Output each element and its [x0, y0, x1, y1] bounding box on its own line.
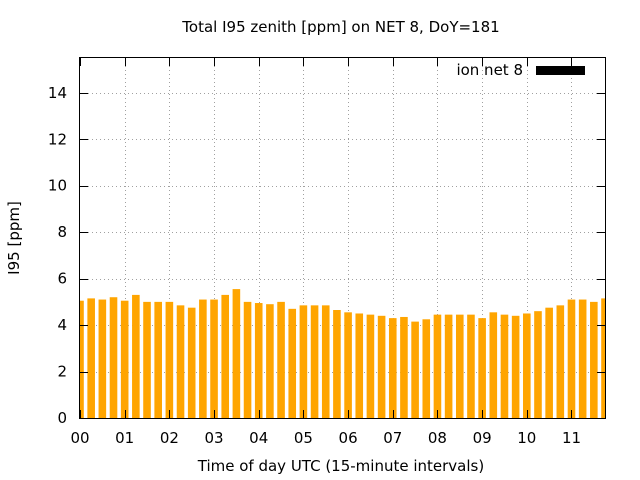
bar	[400, 316, 408, 418]
y-tick-label: 4	[57, 316, 67, 334]
bar	[254, 303, 263, 418]
bar	[80, 300, 84, 418]
bar	[355, 313, 364, 418]
bar	[422, 319, 431, 418]
bar	[232, 289, 241, 418]
bar	[199, 299, 207, 418]
legend-label: ion net 8	[456, 61, 523, 79]
bar	[109, 297, 118, 418]
y-tick-label: 6	[57, 270, 67, 288]
bar	[321, 305, 330, 418]
bar	[310, 305, 319, 418]
bar	[154, 301, 162, 418]
bar	[444, 314, 453, 418]
y-tick-label: 2	[57, 363, 67, 381]
x-tick-label: 11	[562, 429, 581, 447]
bar	[98, 299, 107, 418]
x-tick-label: 02	[160, 429, 179, 447]
bar	[388, 318, 397, 418]
bar	[411, 321, 419, 418]
bar	[243, 301, 252, 418]
x-tick-label: 05	[294, 429, 313, 447]
bar	[556, 305, 565, 418]
bar	[277, 301, 285, 418]
bar	[523, 313, 531, 418]
x-tick-label: 00	[70, 429, 89, 447]
bar	[534, 311, 542, 418]
x-tick-label: 04	[249, 429, 268, 447]
bar	[87, 298, 95, 418]
y-tick-label: 0	[57, 409, 67, 427]
bar	[143, 301, 151, 418]
bar	[221, 294, 230, 418]
y-tick-label: 10	[48, 177, 67, 195]
bar	[377, 315, 386, 418]
y-tick-label: 14	[48, 84, 67, 102]
bar	[590, 301, 598, 418]
bar	[288, 308, 297, 418]
legend-swatch	[536, 66, 585, 75]
bar	[333, 310, 341, 418]
legend: ion net 8	[456, 61, 585, 79]
bar	[120, 300, 129, 418]
plot-border	[79, 57, 606, 419]
bar-series	[80, 289, 605, 418]
y-axis-label: I95 [ppm]	[5, 201, 23, 275]
bar	[176, 305, 185, 418]
x-tick-label: 01	[115, 429, 134, 447]
x-tick-label: 10	[517, 429, 536, 447]
bar	[467, 314, 475, 418]
bar	[489, 312, 498, 418]
bar	[545, 307, 553, 418]
bar	[478, 318, 486, 418]
bar	[187, 307, 196, 418]
bar	[366, 314, 375, 418]
bar	[132, 294, 140, 418]
y-tick-label: 8	[57, 223, 67, 241]
bar	[266, 304, 274, 418]
bar	[511, 315, 520, 418]
x-tick-label: 07	[383, 429, 402, 447]
bar	[567, 299, 576, 418]
y-tick-label: 12	[48, 130, 67, 148]
bar	[500, 314, 509, 418]
bar	[455, 314, 464, 418]
bar	[344, 312, 352, 418]
x-tick-label: 06	[339, 429, 358, 447]
bar	[165, 301, 174, 418]
x-tick-label: 09	[473, 429, 492, 447]
chart-title: Total I95 zenith [ppm] on NET 8, DoY=181	[181, 18, 499, 36]
bar	[299, 305, 308, 418]
x-tick-label: 08	[428, 429, 447, 447]
x-tick-label: 03	[204, 429, 223, 447]
bar	[210, 299, 218, 418]
x-axis-label: Time of day UTC (15-minute intervals)	[197, 457, 484, 475]
bar	[601, 298, 605, 418]
bar	[433, 314, 442, 418]
bar	[578, 299, 587, 418]
